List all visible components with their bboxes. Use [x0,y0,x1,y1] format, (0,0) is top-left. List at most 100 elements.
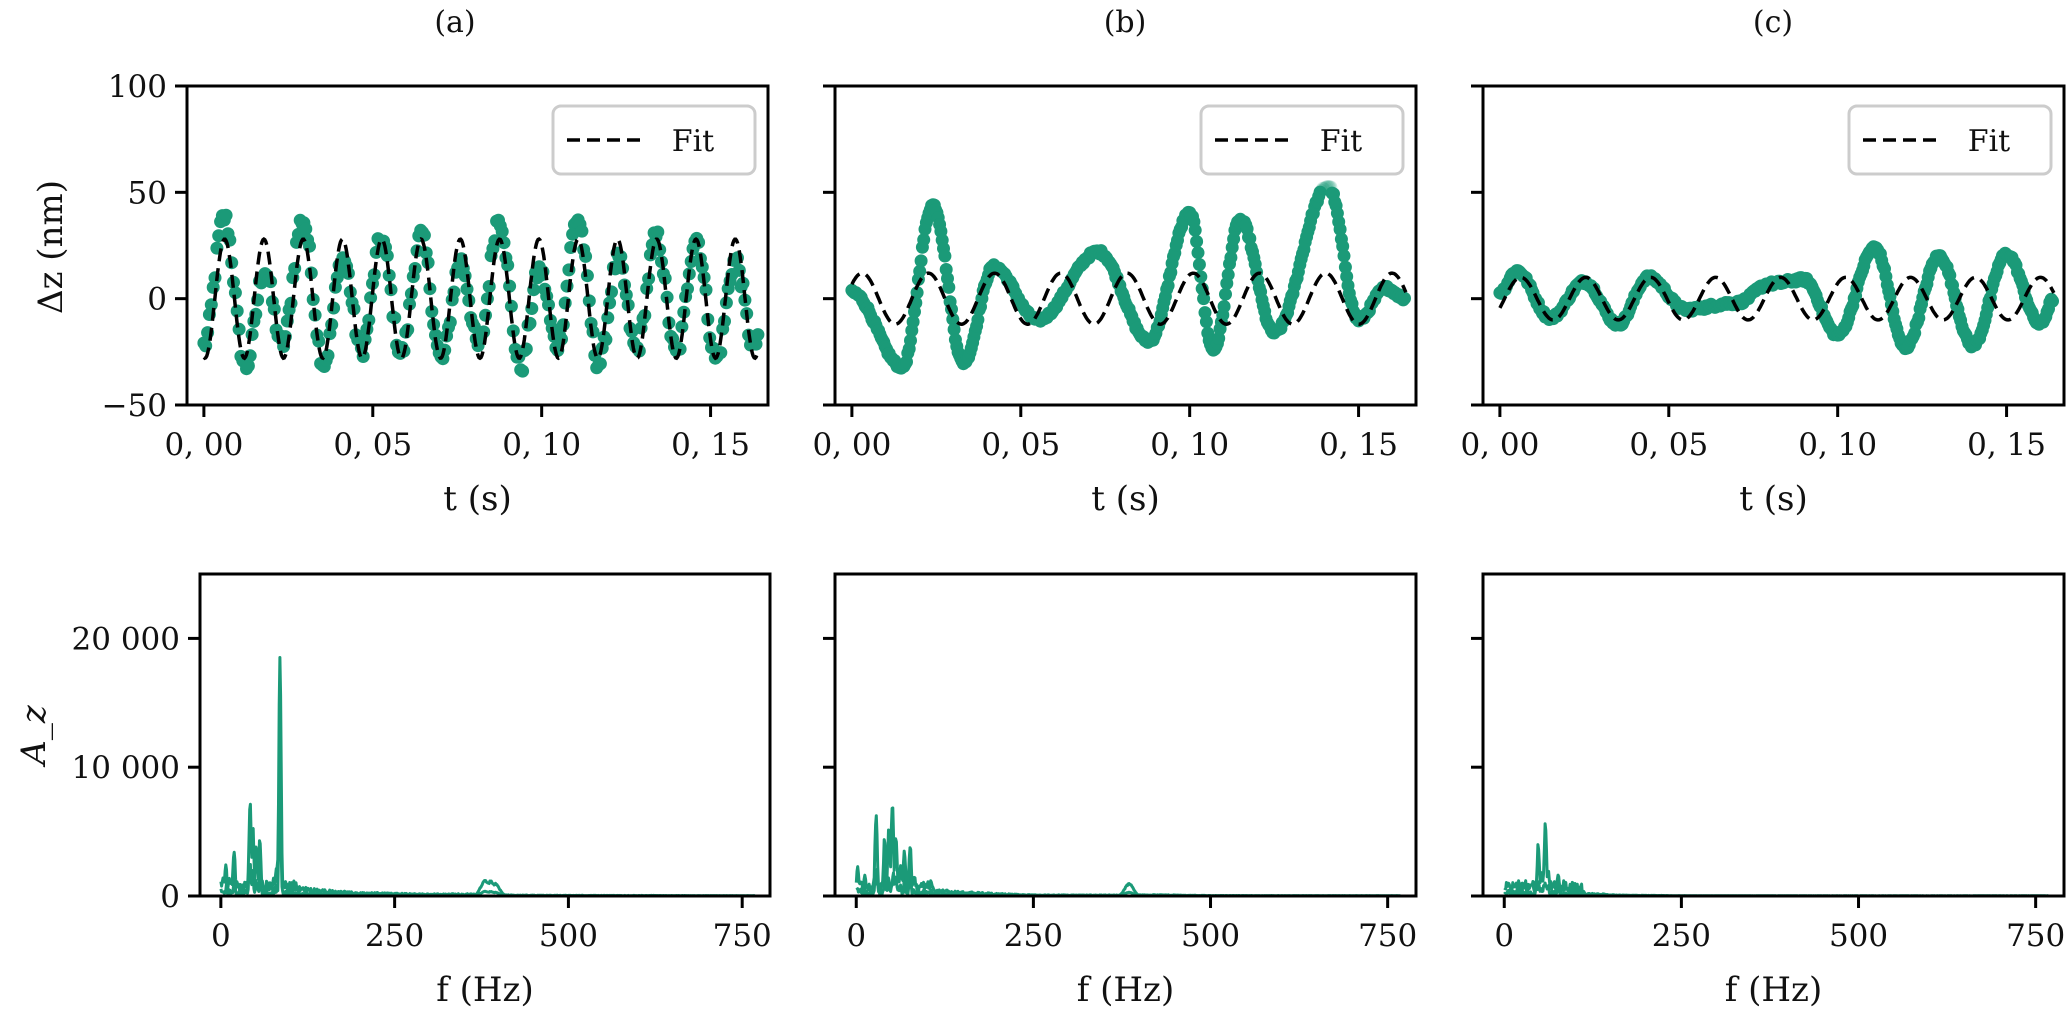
panel-spectrum-c: 0 250 500 750 f (Hz) [1471,572,2066,1010]
data-point [1314,183,1328,197]
x-axis-label: t (s) [1091,479,1159,519]
x-tick-label: 0, 05 [981,427,1060,463]
axes-frame [833,572,1418,898]
data-point [1192,258,1206,271]
data-point [619,288,633,302]
legend-fit-label: Fit [672,124,714,159]
x-tick-label: 0 [211,918,231,954]
data-point [208,271,222,285]
y-tick-label: −50 [102,388,167,424]
data-point [1161,279,1175,293]
data-point [417,228,431,242]
data-point [382,268,396,282]
data-point [904,334,917,347]
legend-frame [551,104,757,176]
data-point [1199,315,1213,329]
plot-area [854,806,1402,896]
data-point [947,323,961,336]
data-point [913,264,927,278]
x-tick-label: 0, 10 [502,427,581,463]
data-point [312,334,326,348]
legend: Fit [1847,104,2053,176]
x-axis-label: f (Hz) [1725,970,1822,1010]
data-point [443,315,457,329]
x-tick-label: 0 [1494,918,1514,954]
data-point [675,320,689,334]
data-point [695,260,709,274]
data-point [1217,300,1231,313]
plot-area [1493,240,2059,356]
data-point [1333,222,1347,236]
y-tick-label: 20 000 [72,621,180,657]
data-point [419,246,433,260]
data-point [479,308,492,322]
data-point [582,294,596,308]
data-point [482,280,496,293]
data-point [388,311,402,325]
data-points [1493,240,2059,356]
data-point [651,225,665,239]
panel-time-b: Fit 0, 00 0, 05 0, 10 0, 15 t (s) [812,84,1418,519]
x-tick-label: 250 [1652,918,1711,954]
y-tick-label: 50 [128,175,167,211]
data-point [2046,294,2059,308]
data-point [495,225,509,238]
data-point [542,298,555,312]
legend-fit-label: Fit [1968,124,2010,159]
x-tick-label: 0, 00 [164,427,243,463]
spectrum-line [854,806,1402,896]
data-point [910,286,924,300]
legend-fit-label: Fit [1320,124,1362,159]
data-point [299,222,313,236]
legend: Fit [551,104,757,176]
data-point [681,282,694,296]
data-point [403,297,416,311]
data-point [558,296,572,310]
data-point [580,269,594,283]
axes-frame [198,572,772,898]
legend-frame [1847,104,2053,176]
y-tick-label: 10 000 [72,750,180,786]
data-point [516,364,530,378]
spectrum-line [219,656,756,896]
data-point [917,233,931,247]
data-point [380,249,394,263]
data-point [245,328,259,341]
data-point [751,328,765,342]
data-point [736,276,750,290]
x-tick-label: 0 [846,918,866,954]
fit-curve [202,236,760,361]
panel-spectrum-b: 0 250 500 750 f (Hz) [823,572,1418,1010]
data-points [845,180,1411,375]
x-tick-label: 0, 15 [671,427,750,463]
data-point [429,328,442,342]
data-point [1336,239,1350,253]
spectrum-line [1503,822,2050,896]
x-tick-label: 250 [365,918,424,954]
x-tick-label: 750 [1358,918,1417,954]
x-tick-label: 0, 00 [1460,427,1539,463]
y-axis-label-time: Δz (nm) [31,180,71,314]
data-point [938,249,952,263]
data-point [267,302,281,316]
data-point [614,250,628,264]
data-point [199,339,213,353]
x-tick-label: 750 [2006,918,2065,954]
x-tick-label: 0, 15 [1967,427,2046,463]
y-tick-label: 100 [108,69,167,105]
spectrum-line-lower [219,779,756,896]
data-point [232,322,246,336]
data-point [575,224,589,238]
x-tick-label: 0, 05 [333,427,412,463]
data-point [1191,246,1205,260]
panel-time-a: Fit 0, 00 0, 05 0, 10 0, 15 −50 0 50 100 t (s) [102,69,770,519]
plot-area [1503,822,2050,896]
data-point [593,357,607,371]
plot-area [845,180,1411,375]
data-point [477,325,491,339]
data-point [204,298,218,312]
x-axis-label: f (Hz) [436,970,533,1010]
x-tick-label: 500 [539,918,598,954]
data-point [699,283,713,297]
